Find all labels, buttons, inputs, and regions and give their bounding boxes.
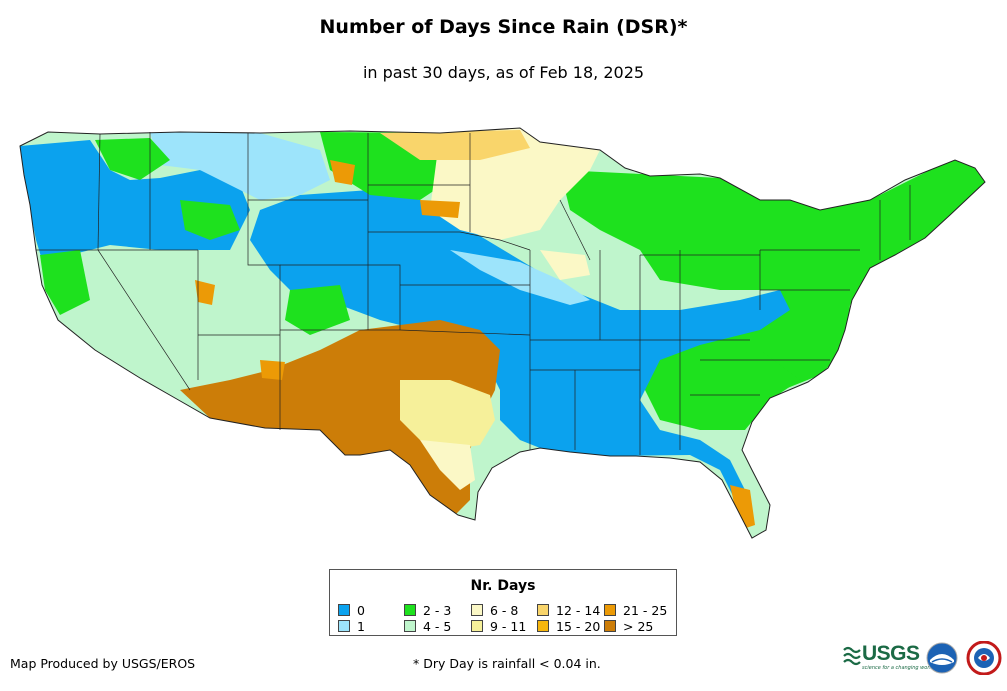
- legend-swatch: [604, 620, 616, 632]
- legend-label: 9 - 11: [490, 619, 527, 634]
- legend-box: Nr. Days 0 1 2 - 3 4 - 5 6 - 8 9 - 11 12…: [329, 569, 677, 636]
- dsr-region-12-14-north: [380, 130, 530, 160]
- legend-item-15-20: 15 - 20: [537, 620, 600, 634]
- dry-day-note: * Dry Day is rainfall < 0.04 in.: [413, 656, 601, 671]
- legend-label: 2 - 3: [423, 603, 452, 618]
- legend-item-21-25: 21 - 25: [604, 604, 667, 618]
- legend-title: Nr. Days: [470, 578, 536, 594]
- legend-item-2-3: 2 - 3: [404, 604, 451, 618]
- map-title: Number of Days Since Rain (DSR)*: [319, 16, 688, 38]
- legend-label: 6 - 8: [490, 603, 519, 618]
- dsr-region-0-central: [250, 190, 790, 510]
- legend-item-0: 0: [338, 604, 365, 618]
- dsr-region-21-25-arizona: [260, 360, 285, 380]
- state-boundaries: [36, 132, 911, 455]
- legend-label: 21 - 25: [623, 603, 668, 618]
- legend-item-over-25: > 25: [604, 620, 653, 634]
- legend-swatch: [471, 604, 483, 616]
- dsr-region-9-11-texas: [400, 380, 495, 450]
- noaa-logo-icon: [926, 642, 958, 674]
- dsr-region-2-3-california: [40, 250, 90, 315]
- producer-credit: Map Produced by USGS/EROS: [10, 656, 196, 671]
- dsr-region-1-montana: [150, 132, 330, 200]
- us-outline: [19, 127, 986, 539]
- dsr-region-2-3-idaho: [95, 138, 170, 180]
- legend-item-9-11: 9 - 11: [471, 620, 526, 634]
- legend-swatch: [338, 620, 350, 632]
- usgs-tagline: science for a changing world: [862, 665, 934, 671]
- legend-item-6-8: 6 - 8: [471, 604, 518, 618]
- dsr-region-6-8-texas-south: [420, 440, 475, 490]
- dsr-region-21-25-montana: [330, 160, 355, 185]
- legend-label: > 25: [623, 619, 654, 634]
- legend-label: 1: [357, 619, 365, 634]
- dsr-region-1-iowa: [450, 250, 590, 305]
- dsr-region-6-8-illinois: [540, 250, 590, 280]
- dsr-region-over-25-southwest: [180, 320, 500, 515]
- legend-swatch: [537, 620, 549, 632]
- legend-label: 0: [357, 603, 365, 618]
- usgs-logo-icon: [843, 646, 861, 666]
- nws-logo-icon: [966, 641, 1002, 675]
- dsr-region-21-25-south-dakota: [420, 200, 460, 218]
- legend-swatch: [537, 604, 549, 616]
- usgs-wordmark: USGS: [862, 642, 920, 665]
- legend-label: 4 - 5: [423, 619, 452, 634]
- map-subtitle: in past 30 days, as of Feb 18, 2025: [362, 63, 645, 82]
- legend-label: 15 - 20: [556, 619, 601, 634]
- dsr-region-2-3-east: [560, 155, 985, 430]
- legend-label: 12 - 14: [556, 603, 601, 618]
- us-dsr-map: [19, 127, 986, 539]
- legend-swatch: [604, 604, 616, 616]
- legend-swatch: [404, 604, 416, 616]
- legend-swatch: [338, 604, 350, 616]
- dsr-region-2-3-colorado: [285, 285, 350, 335]
- dsr-region-0-northwest: [20, 140, 250, 270]
- legend-item-4-5: 4 - 5: [404, 620, 451, 634]
- legend-swatch: [404, 620, 416, 632]
- legend-item-1: 1: [338, 620, 365, 634]
- dsr-region-2-3-wyoming: [180, 200, 240, 240]
- legend-swatch: [471, 620, 483, 632]
- dsr-region-21-25-nevada: [195, 280, 215, 305]
- agency-logos: USGS science for a changing world: [842, 640, 1004, 676]
- dsr-region-21-25-florida: [730, 485, 755, 530]
- legend-item-12-14: 12 - 14: [537, 604, 600, 618]
